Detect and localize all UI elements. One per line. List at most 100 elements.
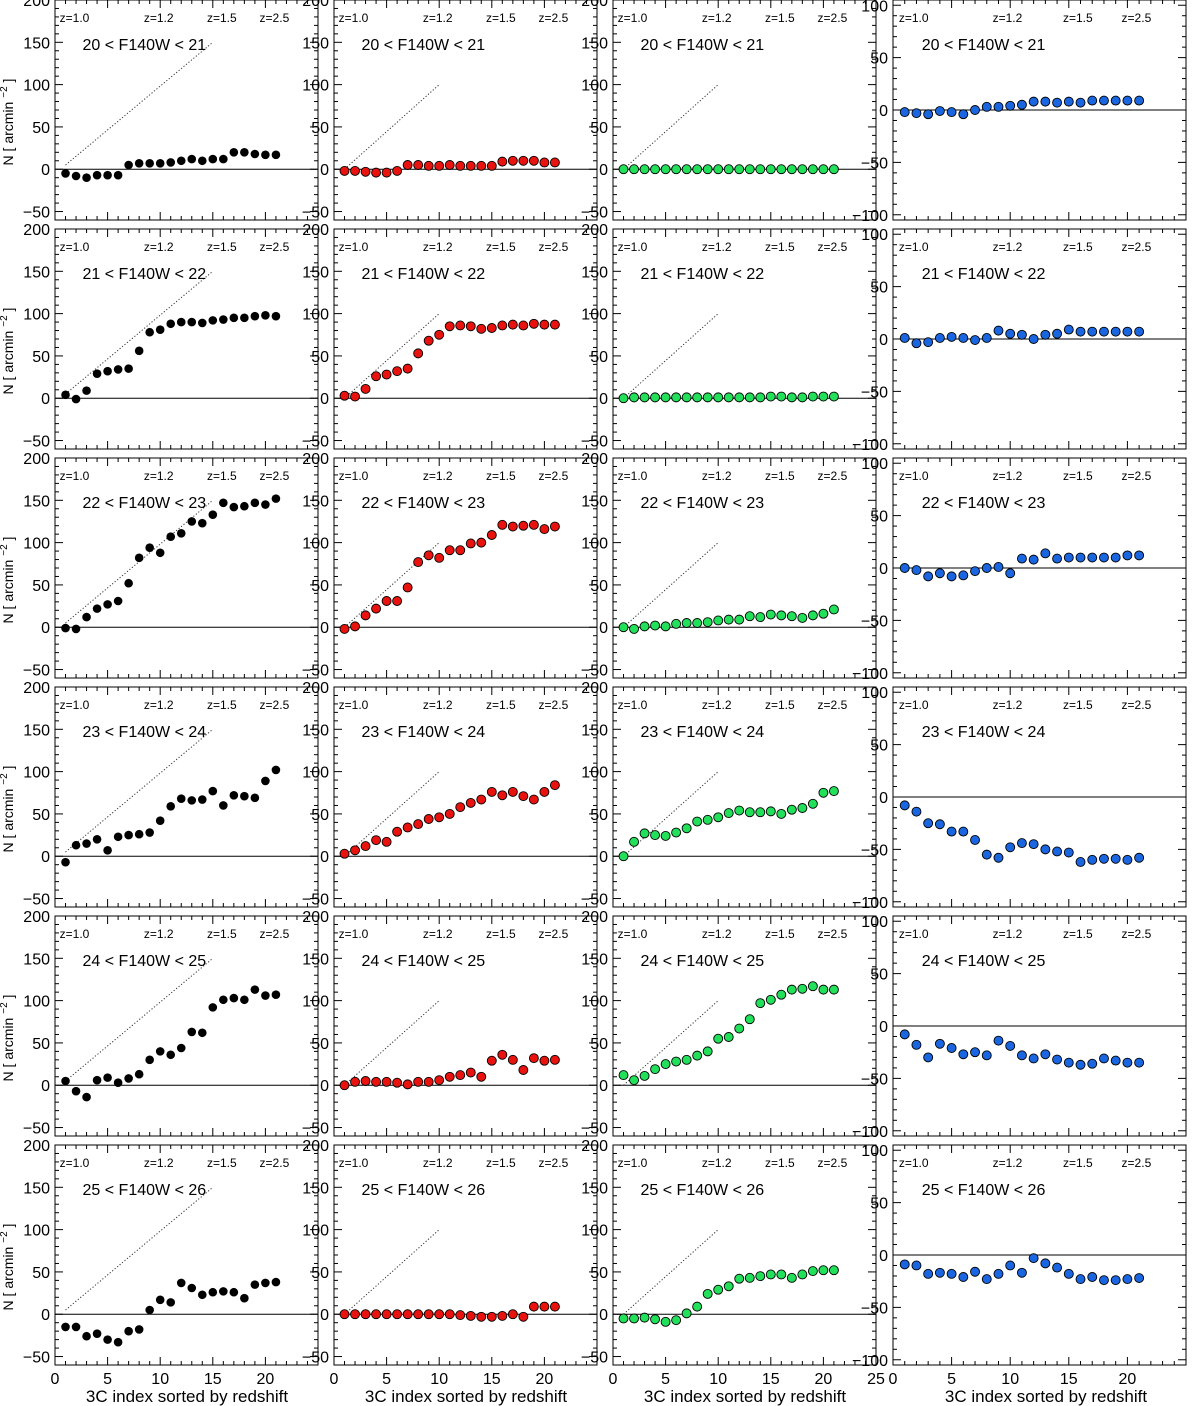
y-tick-label: −50 — [581, 892, 608, 909]
data-point — [187, 154, 197, 164]
data-point — [786, 164, 797, 175]
data-point — [776, 1269, 787, 1280]
data-point — [1028, 96, 1039, 107]
data-point — [734, 392, 745, 403]
data-point — [786, 392, 797, 403]
y-tick-label: 100 — [581, 1223, 608, 1240]
z-marker-label: z=1.0 — [618, 1156, 648, 1170]
data-point — [350, 165, 360, 176]
data-point — [71, 840, 81, 850]
y-tick-label: 200 — [302, 222, 329, 239]
panel-title: 23 < F140W < 24 — [641, 724, 765, 741]
data-point — [497, 320, 508, 331]
data-point — [339, 1080, 350, 1091]
data-point — [1063, 324, 1074, 335]
data-point — [1063, 96, 1074, 107]
data-point — [497, 156, 508, 167]
data-point — [797, 803, 808, 813]
y-tick-label: 50 — [870, 738, 888, 755]
data-point — [381, 369, 392, 380]
panel-title: 23 < F140W < 24 — [83, 724, 207, 741]
chart-panel: −50 0 50 100 150 200 z=1.0 z=1.2 z=1.5 z=2.5 24 < … — [302, 909, 598, 1138]
y-tick-label: 0 — [320, 162, 329, 179]
data-point — [187, 317, 197, 327]
data-point — [486, 530, 497, 540]
data-point — [339, 848, 350, 859]
data-point — [197, 518, 207, 528]
data-point — [734, 805, 745, 816]
data-point — [229, 502, 239, 512]
data-point — [702, 392, 713, 403]
data-point — [776, 808, 787, 819]
data-point — [155, 548, 165, 558]
reference-line — [623, 542, 719, 628]
data-point — [339, 390, 350, 401]
data-point — [371, 835, 382, 846]
data-point — [392, 596, 403, 606]
data-point — [392, 1077, 403, 1088]
data-point — [497, 1310, 508, 1321]
y-tick-label: 50 — [870, 1196, 888, 1213]
data-point — [818, 984, 829, 995]
y-tick-label: 0 — [320, 1078, 329, 1095]
data-point — [639, 828, 650, 839]
z-marker-label: z=1.5 — [486, 698, 516, 712]
data-point — [797, 392, 808, 403]
reference-line — [65, 270, 214, 395]
plot-frame — [612, 686, 877, 908]
reference-line — [623, 1229, 719, 1315]
data-point — [681, 1054, 692, 1065]
data-point — [392, 1309, 403, 1320]
z-marker-label: z=1.5 — [1063, 469, 1093, 483]
data-point — [1087, 1272, 1098, 1282]
x-tick-label: 0 — [330, 1371, 339, 1388]
data-point — [818, 391, 829, 402]
data-point — [219, 154, 228, 164]
data-point — [1099, 552, 1109, 563]
data-point — [1016, 838, 1027, 849]
y-tick-label: 0 — [879, 1019, 888, 1036]
data-point — [1016, 329, 1027, 340]
data-point — [923, 1268, 934, 1279]
data-point — [818, 1265, 829, 1276]
y-tick-label: 200 — [581, 451, 608, 468]
data-point — [392, 165, 403, 176]
plot-frame — [333, 686, 598, 908]
data-point — [1134, 852, 1145, 863]
data-point — [518, 320, 529, 331]
data-point — [671, 1056, 682, 1067]
data-point — [271, 494, 281, 503]
y-tick-label: 100 — [302, 1223, 329, 1240]
y-tick-label: −50 — [23, 205, 50, 222]
data-point — [934, 819, 945, 830]
z-marker-label: z=2.5 — [818, 927, 848, 941]
y-tick-label: 200 — [581, 0, 608, 10]
z-marker-label: z=1.5 — [486, 469, 516, 483]
data-point — [197, 318, 207, 328]
y-tick-label: 100 — [581, 78, 608, 95]
y-tick-label: 150 — [581, 493, 608, 510]
data-point — [899, 107, 910, 118]
data-point — [1028, 554, 1039, 565]
y-tick-label: 200 — [581, 909, 608, 926]
data-point — [660, 830, 671, 841]
data-point — [219, 315, 228, 324]
y-tick-label: −50 — [23, 892, 50, 909]
data-point — [229, 993, 239, 1003]
data-point — [1075, 552, 1086, 563]
data-point — [923, 818, 934, 829]
y-tick-label: −50 — [581, 1350, 608, 1367]
data-point — [549, 521, 560, 532]
data-point — [261, 500, 270, 509]
panel-title: 21 < F140W < 22 — [362, 266, 486, 283]
z-marker-label: z=1.5 — [1063, 240, 1093, 254]
data-point — [1016, 553, 1027, 564]
data-point — [229, 148, 239, 157]
y-tick-label: 100 — [23, 307, 50, 324]
z-marker-label: z=1.2 — [423, 240, 453, 254]
reference-line — [623, 771, 719, 857]
z-marker-label: z=1.0 — [339, 927, 369, 941]
data-point — [702, 164, 713, 175]
data-point — [1087, 1058, 1098, 1069]
z-marker-label: z=1.0 — [899, 11, 929, 25]
